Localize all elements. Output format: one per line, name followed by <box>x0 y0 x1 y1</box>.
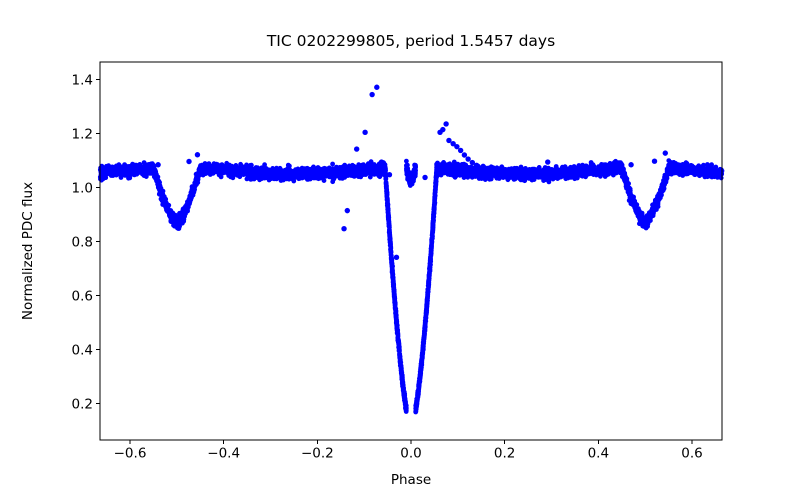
y-tick-label: 1.4 <box>72 72 93 88</box>
outlier-point <box>374 84 380 90</box>
outlier-point <box>480 163 486 170</box>
outlier-point <box>465 156 471 162</box>
outlier-point <box>454 143 460 150</box>
x-tick-label: −0.6 <box>114 446 147 462</box>
outlier-point <box>662 150 668 156</box>
y-tick-label: 0.8 <box>72 234 93 250</box>
outlier-point <box>446 137 452 144</box>
x-tick-label: 0.4 <box>588 446 609 462</box>
data-points-layer <box>97 84 725 415</box>
outlier-point <box>194 152 201 158</box>
outlier-point <box>186 158 192 165</box>
y-axis-label: Normalized PDC flux <box>20 182 36 320</box>
outlier-point <box>380 160 387 166</box>
y-tick-label: 1.2 <box>72 126 93 142</box>
x-tick-label: 0.2 <box>494 446 515 462</box>
outlier-point <box>341 226 347 232</box>
outlier-point <box>344 207 351 214</box>
outlier-point <box>469 159 476 166</box>
outlier-point <box>473 162 480 168</box>
outlier-point <box>628 162 634 168</box>
outlier-point <box>457 147 464 154</box>
axis-ticks-layer: −0.6 −0.4 −0.2 0.0 0.2 0.4 0.6 0.2 0.4 0.6 0.8 1.0 1… <box>72 72 703 461</box>
outlier-point <box>651 158 658 164</box>
outlier-point <box>353 146 360 152</box>
y-tick-label: 0.6 <box>72 288 93 304</box>
outlier-point <box>545 159 551 165</box>
x-tick-label: −0.4 <box>207 446 240 462</box>
outlier-point <box>422 174 428 181</box>
outlier-point <box>386 172 393 178</box>
x-tick-label: −0.2 <box>301 446 334 462</box>
outlier-point <box>155 162 161 168</box>
outlier-point <box>369 91 375 98</box>
y-tick-label: 0.2 <box>72 396 93 412</box>
outlier-point <box>450 140 456 147</box>
chart-title: TIC 0202299805, period 1.5457 days <box>266 32 555 50</box>
x-tick-label: 0.0 <box>400 446 421 462</box>
y-tick-label: 0.4 <box>72 342 93 358</box>
outlier-point <box>443 121 449 127</box>
outlier-point <box>440 126 446 133</box>
x-axis-label: Phase <box>391 472 431 488</box>
outlier-point <box>393 254 400 261</box>
y-tick-label: 1.0 <box>72 180 93 196</box>
outlier-point <box>362 129 368 136</box>
x-tick-label: 0.6 <box>681 446 702 462</box>
light-curve-points <box>97 158 725 415</box>
outlier-point <box>461 152 468 158</box>
